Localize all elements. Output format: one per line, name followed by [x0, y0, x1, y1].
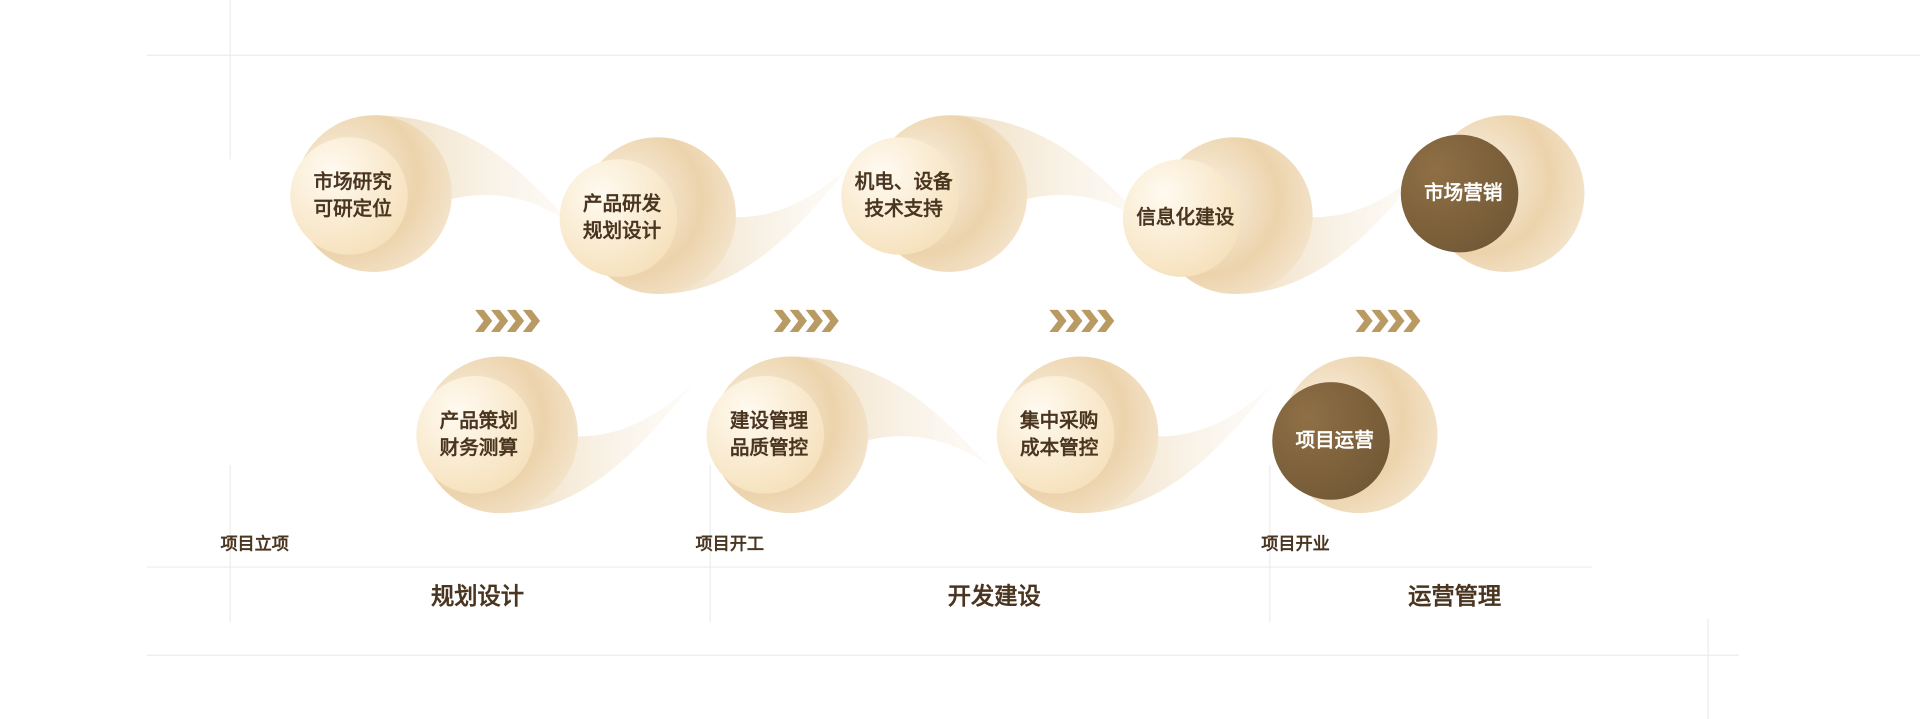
chevron — [1371, 309, 1389, 332]
inner-circle — [1272, 382, 1390, 500]
node-label: 成本管控 — [1020, 436, 1099, 459]
chevron — [475, 309, 493, 332]
node-label: 建设管理 — [730, 409, 809, 432]
node-label: 品质管控 — [730, 436, 809, 459]
milestone-label: 项目开工 — [696, 535, 765, 555]
node-label: 产品研发 — [583, 192, 662, 215]
phase-label: 规划设计 — [431, 583, 524, 610]
node-label: 可研定位 — [313, 197, 392, 220]
inner-circle — [841, 137, 959, 255]
node-label: 技术支持 — [865, 197, 944, 220]
phase-label: 开发建设 — [948, 583, 1042, 610]
node-label: 机电、设备 — [855, 170, 953, 193]
inner-circle — [416, 376, 534, 494]
frame — [146, 0, 1920, 719]
chevron — [1403, 309, 1421, 332]
inner-circle — [706, 376, 825, 494]
inner-circle — [290, 137, 408, 255]
phase-label: 运营管理 — [1408, 583, 1501, 610]
node-label: 项目运营 — [1296, 428, 1374, 451]
milestone-label: 项目立项 — [220, 534, 289, 555]
chevron — [1049, 309, 1067, 332]
chevron — [805, 309, 823, 332]
chevron — [1097, 309, 1115, 332]
inner-circle — [1400, 134, 1519, 253]
process-node: 市场营销 — [1400, 115, 1585, 272]
chevron — [506, 309, 525, 332]
chevron — [773, 309, 792, 332]
chevrons — [475, 309, 1421, 332]
node-label: 规划设计 — [583, 219, 662, 242]
node-label: 产品策划 — [440, 409, 518, 432]
node-label: 财务测算 — [440, 436, 518, 459]
inner-circle — [559, 159, 678, 277]
chevron — [1081, 309, 1099, 332]
chevron — [522, 309, 540, 332]
milestone-label: 项目开业 — [1261, 535, 1330, 555]
chevron — [821, 309, 839, 332]
node-label: 市场研究 — [313, 170, 392, 193]
process-node: 项目运营 — [1272, 356, 1438, 514]
chevron — [491, 309, 509, 332]
inner-circle — [1122, 159, 1241, 277]
process-node: 信息化建设 — [1122, 137, 1437, 294]
chevron — [789, 309, 807, 332]
node-label: 市场营销 — [1424, 181, 1503, 204]
node-label: 信息化建设 — [1136, 206, 1234, 229]
inner-circle — [996, 376, 1115, 494]
node-label: 集中采购 — [1019, 409, 1098, 432]
